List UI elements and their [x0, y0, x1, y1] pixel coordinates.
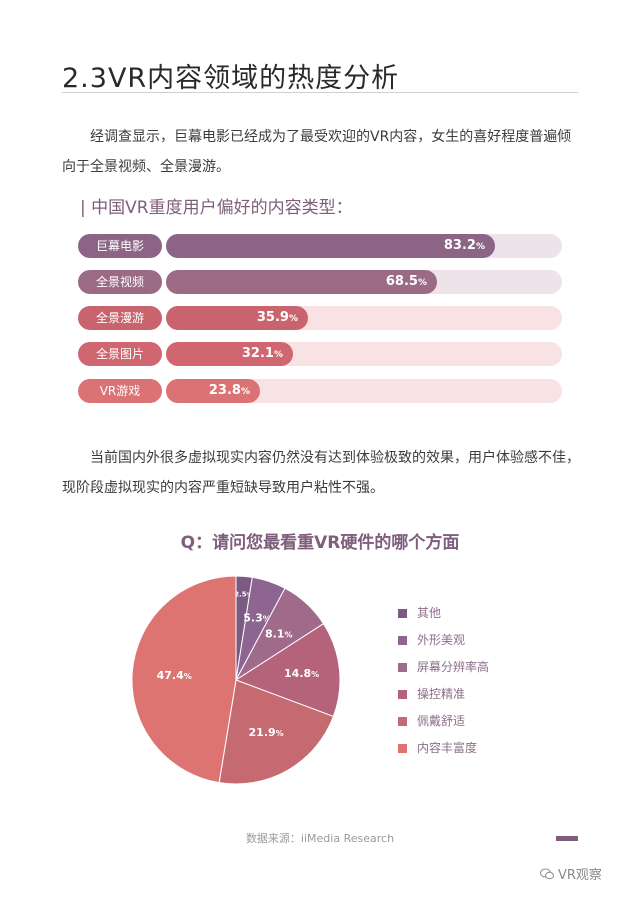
legend-item: 内容丰富度 [398, 739, 477, 757]
bar-category-label: 全景漫游 [78, 306, 162, 330]
pie-slice-unit: % [284, 631, 292, 640]
legend-label: 屏幕分辨率高 [417, 660, 490, 674]
legend-label: 其他 [417, 606, 442, 620]
legend-swatch [398, 609, 407, 618]
bar-track: 23.8% [166, 379, 562, 403]
bar-value-unit: % [240, 387, 250, 397]
bar-value-label: 68.5% [166, 270, 427, 294]
legend-item: 操控精准 [398, 685, 465, 703]
pie-slice-value: 5.3 [243, 611, 263, 624]
bar-row: 全景视频 68.5% [78, 270, 562, 294]
bar [166, 306, 308, 330]
pie-slice [218, 679, 335, 785]
pie-slice-unit: % [311, 670, 319, 679]
wechat-icon [540, 868, 554, 880]
bar-row: VR游戏 23.8% [78, 379, 562, 403]
bar [166, 342, 293, 366]
source-accent-bar [556, 836, 578, 841]
bar-value-label: 35.9% [166, 306, 298, 330]
bar [166, 379, 260, 403]
legend-label: 操控精准 [417, 687, 466, 701]
legend-item: 外形美观 [398, 631, 465, 649]
pie-slice-unit: % [276, 729, 284, 738]
legend-swatch [398, 717, 407, 726]
bar-category-label: VR游戏 [78, 379, 162, 403]
pie-chart-title: Q：请问您最看重VR硬件的哪个方面 [180, 533, 460, 553]
legend-swatch [398, 744, 407, 753]
brand-watermark: VR观察 [540, 864, 602, 883]
pie-slice [234, 623, 341, 718]
pie-slice-value: 47.4 [157, 669, 184, 682]
legend-item: 佩戴舒适 [398, 712, 465, 730]
pie-slice-unit: % [184, 672, 192, 681]
legend-item: 其他 [398, 604, 441, 622]
bar-value-unit: % [273, 350, 283, 360]
bar-value-unit: % [417, 278, 427, 288]
bar-track: 32.1% [166, 342, 562, 366]
bar-value-label: 23.8% [166, 379, 250, 403]
bar-track: 35.9% [166, 306, 562, 330]
legend-item: 屏幕分辨率高 [398, 658, 489, 676]
title-divider [62, 92, 578, 93]
page-title: 2.3VR内容领域的热度分析 [62, 63, 400, 94]
legend-label: 外形美观 [417, 633, 466, 647]
legend-swatch [398, 690, 407, 699]
data-source: 数据来源：iiMedia Research [245, 832, 395, 845]
bar-chart-heading: | 中国VR重度用户偏好的内容类型： [80, 198, 353, 218]
bar-row: 巨幕电影 83.2% [78, 234, 562, 258]
bar [166, 234, 495, 258]
pie-slice-value: 2.5 [234, 590, 247, 598]
bar-value-number: 83.2 [443, 238, 476, 253]
legend-swatch [398, 636, 407, 645]
legend-swatch [398, 663, 407, 672]
pie-slice [131, 575, 237, 784]
bar-value-number: 68.5 [385, 274, 418, 289]
bar-value-number: 23.8 [208, 383, 241, 398]
bar-category-label: 全景图片 [78, 342, 162, 366]
legend-label: 内容丰富度 [417, 741, 478, 755]
pie-slice-label: 14.8% [284, 667, 319, 680]
pie-slice-label: 47.4% [157, 669, 192, 682]
bar-value-unit: % [288, 314, 298, 324]
pie-slice-value: 14.8 [284, 667, 311, 680]
bar [166, 270, 437, 294]
bar-value-label: 32.1% [166, 342, 283, 366]
pie-slice-label: 5.3% [243, 611, 271, 624]
bar-track: 83.2% [166, 234, 562, 258]
bar-value-unit: % [475, 242, 485, 252]
pie-slice-label: 21.9% [249, 726, 284, 739]
bar-value-number: 32.1 [241, 346, 274, 361]
bar-value-number: 35.9 [256, 310, 289, 325]
pie-slice-value: 8.1 [265, 628, 285, 641]
pie-slice-label: 8.1% [265, 628, 293, 641]
bar-value-label: 83.2% [166, 234, 485, 258]
analysis-paragraph: 当前国内外很多虚拟现实内容仍然没有达到体验极致的效果，用户体验感不佳，现阶段虚拟… [62, 450, 580, 496]
pie-slice-value: 21.9 [249, 726, 276, 739]
brand-name: VR观察 [558, 868, 602, 883]
bar-row: 全景漫游 35.9% [78, 306, 562, 330]
intro-paragraph: 经调查显示，巨幕电影已经成为了最受欢迎的VR内容，女生的喜好程度普遍倾向于全景视… [62, 129, 572, 175]
bar-row: 全景图片 32.1% [78, 342, 562, 366]
pie-slice-unit: % [263, 614, 271, 623]
bar-track: 68.5% [166, 270, 562, 294]
bar-category-label: 全景视频 [78, 270, 162, 294]
bar-category-label: 巨幕电影 [78, 234, 162, 258]
legend-label: 佩戴舒适 [417, 714, 466, 728]
